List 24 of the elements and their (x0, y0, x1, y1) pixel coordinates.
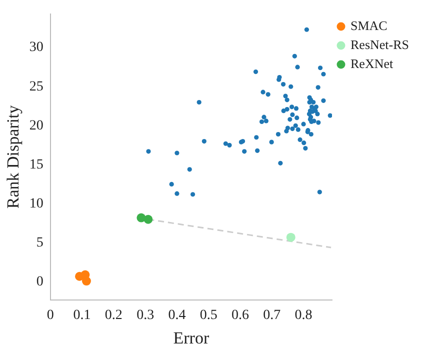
point (144, 214, 153, 224)
y-tick-label: 5 (36, 235, 44, 250)
point (82, 276, 91, 286)
x-axis-title: Error (173, 328, 210, 348)
x-tick-label: 0.3 (136, 308, 154, 323)
x-tick-label: 0.5 (200, 308, 218, 323)
x-tick-label: 0 (46, 308, 54, 323)
x-tick-label: 0.2 (104, 308, 122, 323)
y-tick-label: 20 (29, 118, 44, 134)
x-tick-label: 0.6 (231, 308, 249, 323)
x-tick-label: 0.4 (168, 308, 186, 323)
y-tick-label: 30 (29, 40, 44, 56)
y-axis-title: Rank Disparity (4, 104, 23, 209)
y-tick-label: 10 (29, 196, 44, 212)
y-tick-label: 25 (29, 79, 44, 94)
legend-label: ReXNet (350, 56, 394, 71)
x-tick-label: 0.7 (263, 308, 281, 323)
y-tick-label: 0 (36, 274, 44, 290)
legend-label: SMAC (350, 18, 388, 33)
y-tick-label: 15 (29, 157, 44, 172)
legend-label: ResNet-RS (350, 36, 409, 52)
x-tick-label: 0.1 (73, 308, 91, 323)
x-tick-label: 0.8 (294, 308, 312, 323)
point (286, 232, 296, 242)
